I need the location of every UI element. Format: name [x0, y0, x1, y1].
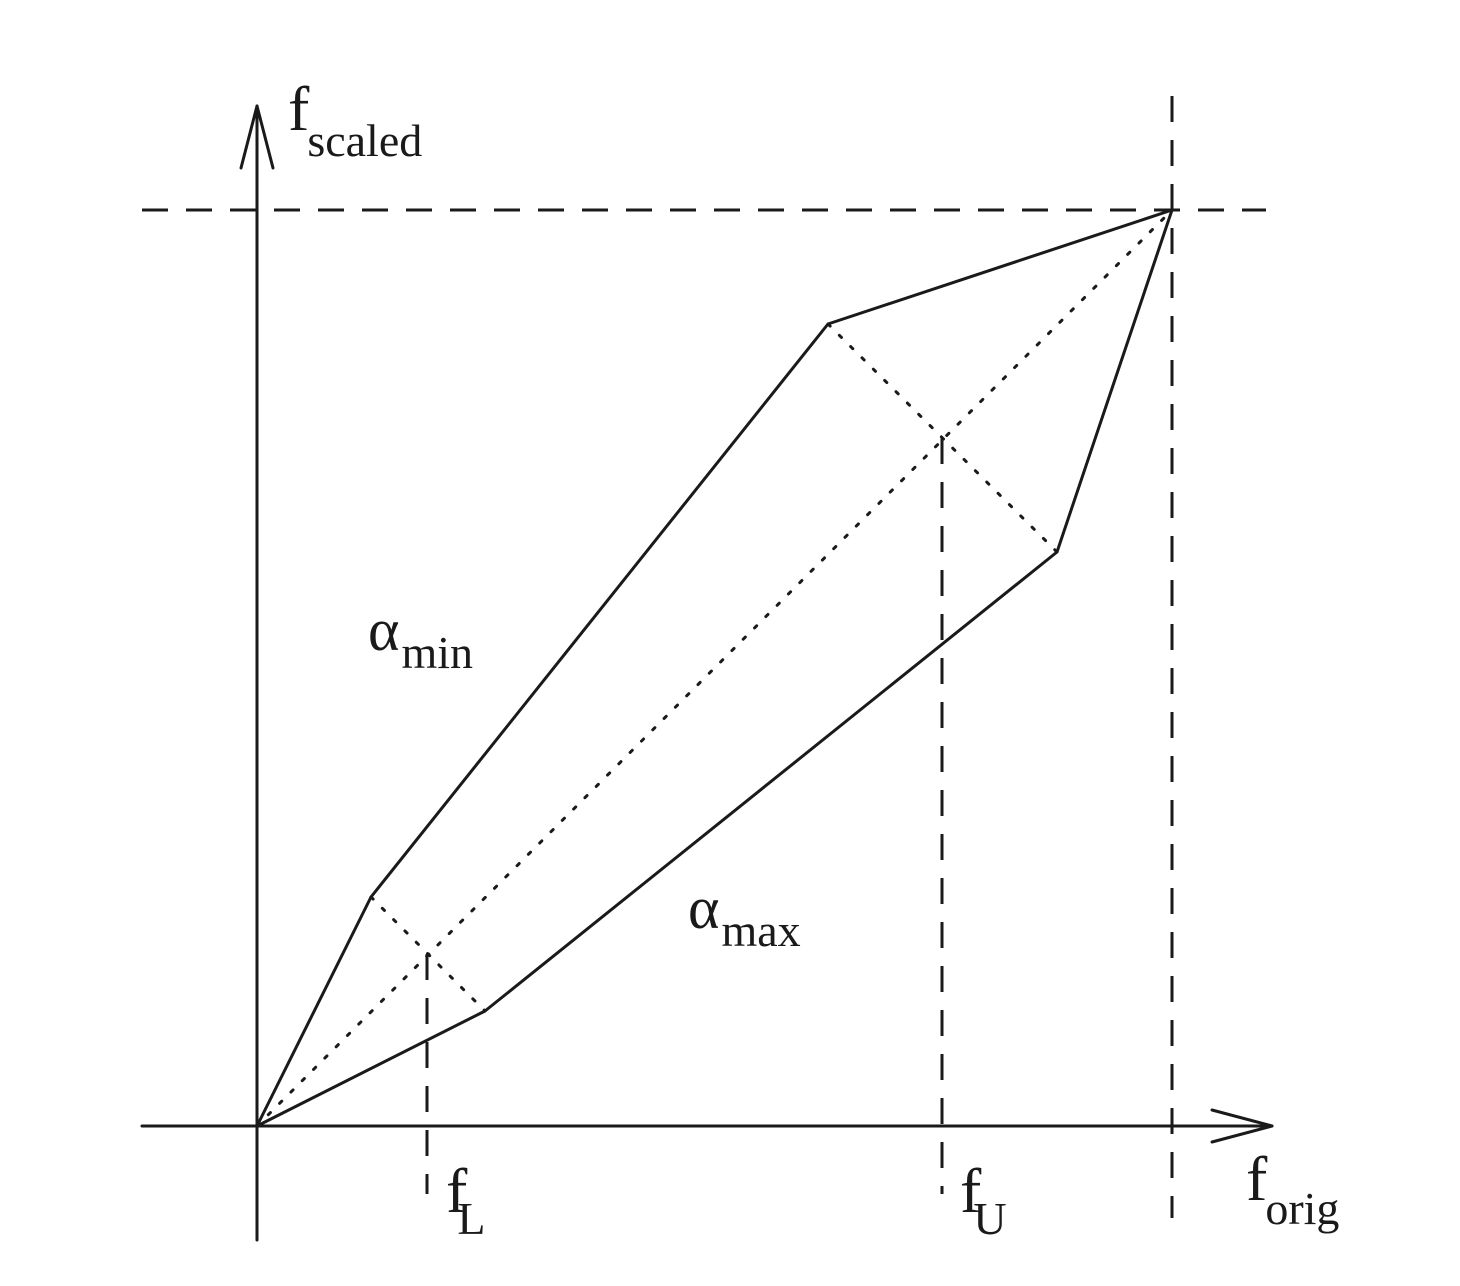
y-axis-label: fscaled: [288, 73, 422, 166]
x-axis-arrowhead: [1210, 1108, 1274, 1144]
fl-label: fL: [446, 1155, 485, 1244]
identity-dotted-diagonal: [255, 208, 1174, 1128]
alpha-min-curve: [255, 208, 1174, 1128]
alpha-max-label: αmax: [688, 875, 801, 956]
y-axis-arrowhead: [239, 104, 275, 170]
alpha-max-curve: [255, 208, 1174, 1128]
x-axis-label: forig: [1246, 1143, 1339, 1234]
lower-dotted-connector: [369, 895, 487, 1013]
alpha-min-label: αmin: [368, 597, 473, 678]
fu-label: fU: [960, 1155, 1007, 1244]
upper-dotted-connector: [826, 322, 1059, 554]
